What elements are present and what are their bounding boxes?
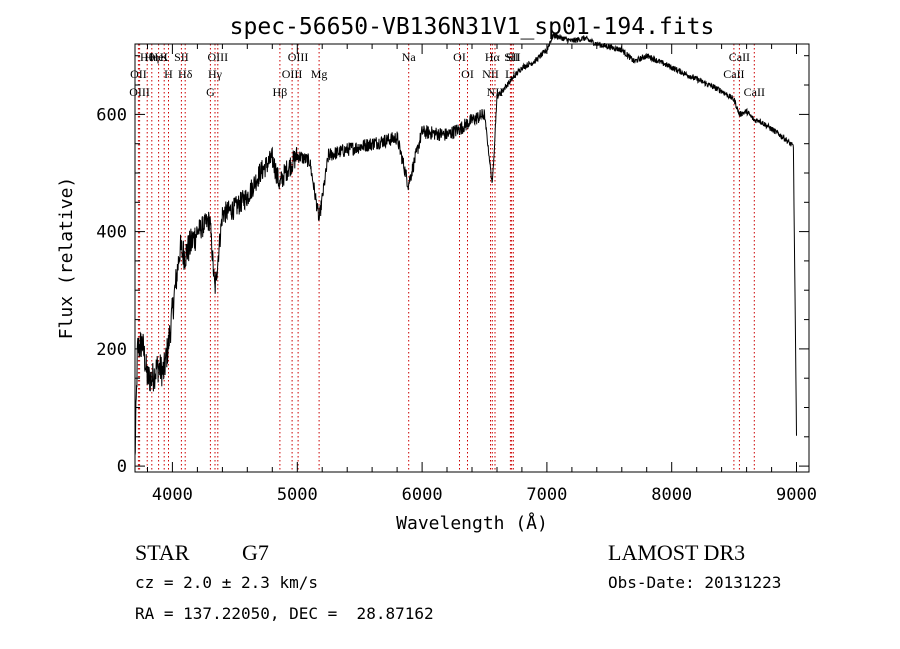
y-tick-label: 200 [96,340,127,360]
marker-label: Hβ [273,85,288,99]
x-axis-ticks: 4000 5000 6000 7000 8000 9000 [147,44,817,505]
marker-label: H [164,67,173,81]
marker-label: CaII [744,85,765,99]
x-tick-label: 6000 [402,485,443,505]
marker-label: OIII [129,85,150,99]
marker-label: HeI [150,50,168,64]
marker-label: Hγ [208,67,223,81]
x-tick-label: 5000 [277,485,318,505]
marker-label: OIII [282,67,303,81]
marker-label: CaII [723,67,744,81]
marker-label: CaII [729,50,750,64]
marker-label: Na [402,50,417,64]
marker-lines [137,44,755,472]
y-axis-ticks: 0 200 400 600 [96,55,809,477]
marker-label: Hθ [140,50,155,64]
marker-label: Hη [144,50,159,64]
observation-date: Obs-Date: 20131223 [608,573,781,592]
coordinates-info: RA = 137.22050, DEC = 28.87162 [135,604,434,623]
marker-label: SII [506,50,521,64]
y-tick-label: 400 [96,223,127,243]
marker-label: OI [461,67,474,81]
object-class: STAR [135,540,190,565]
marker-label: OII [130,67,147,81]
marker-label: G [206,85,215,99]
x-tick-label: 7000 [526,485,567,505]
object-subclass: G7 [242,540,269,565]
x-tick-label: 8000 [651,485,692,505]
marker-label: Mg [311,67,328,81]
x-tick-label: 4000 [152,485,193,505]
marker-label: NII [487,85,504,99]
marker-label: Li [505,67,516,81]
redshift-info: cz = 2.0 ± 2.3 km/s [135,573,318,592]
marker-label: OIII [288,50,309,64]
marker-label: SII [174,50,189,64]
marker-label: OIII [207,50,228,64]
x-tick-label: 9000 [776,485,817,505]
marker-label: Hδ [178,67,193,81]
marker-label: NII [482,67,499,81]
marker-label: OI [453,50,466,64]
survey-name: LAMOST DR3 [608,540,745,565]
spectrum-line [134,32,797,456]
y-tick-label: 600 [96,105,127,125]
marker-label: K [160,50,169,64]
chart-title: spec-56650-VB136N31V1_sp01-194.fits [230,14,715,40]
y-tick-label: 0 [117,457,127,477]
y-axis-label: Flux (relative) [56,177,77,340]
x-axis-label: Wavelength (Å) [396,512,548,534]
marker-label: Hα [485,50,501,64]
marker-label: SII [504,50,519,64]
